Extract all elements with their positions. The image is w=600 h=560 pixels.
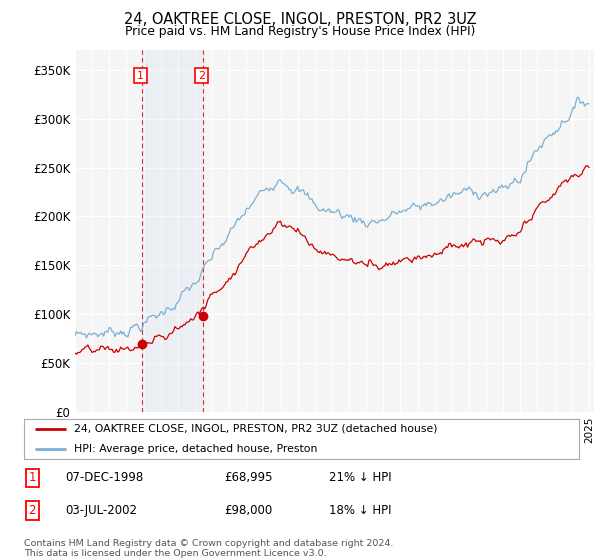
Bar — [142, 50, 203, 412]
Text: HPI: Average price, detached house, Preston: HPI: Average price, detached house, Pres… — [74, 444, 317, 454]
Text: 21% ↓ HPI: 21% ↓ HPI — [329, 472, 392, 484]
Text: 18% ↓ HPI: 18% ↓ HPI — [329, 504, 392, 517]
Text: 2: 2 — [198, 71, 205, 81]
Text: 07-DEC-1998: 07-DEC-1998 — [65, 472, 144, 484]
Text: 24, OAKTREE CLOSE, INGOL, PRESTON, PR2 3UZ (detached house): 24, OAKTREE CLOSE, INGOL, PRESTON, PR2 3… — [74, 423, 437, 433]
Text: 1: 1 — [29, 472, 36, 484]
Text: 03-JUL-2002: 03-JUL-2002 — [65, 504, 137, 517]
Text: Price paid vs. HM Land Registry's House Price Index (HPI): Price paid vs. HM Land Registry's House … — [125, 25, 475, 38]
Text: 1: 1 — [137, 71, 144, 81]
Text: Contains HM Land Registry data © Crown copyright and database right 2024.
This d: Contains HM Land Registry data © Crown c… — [24, 539, 394, 558]
Text: £68,995: £68,995 — [224, 472, 272, 484]
Text: 24, OAKTREE CLOSE, INGOL, PRESTON, PR2 3UZ: 24, OAKTREE CLOSE, INGOL, PRESTON, PR2 3… — [124, 12, 476, 27]
Text: £98,000: £98,000 — [224, 504, 272, 517]
Text: 2: 2 — [29, 504, 36, 517]
